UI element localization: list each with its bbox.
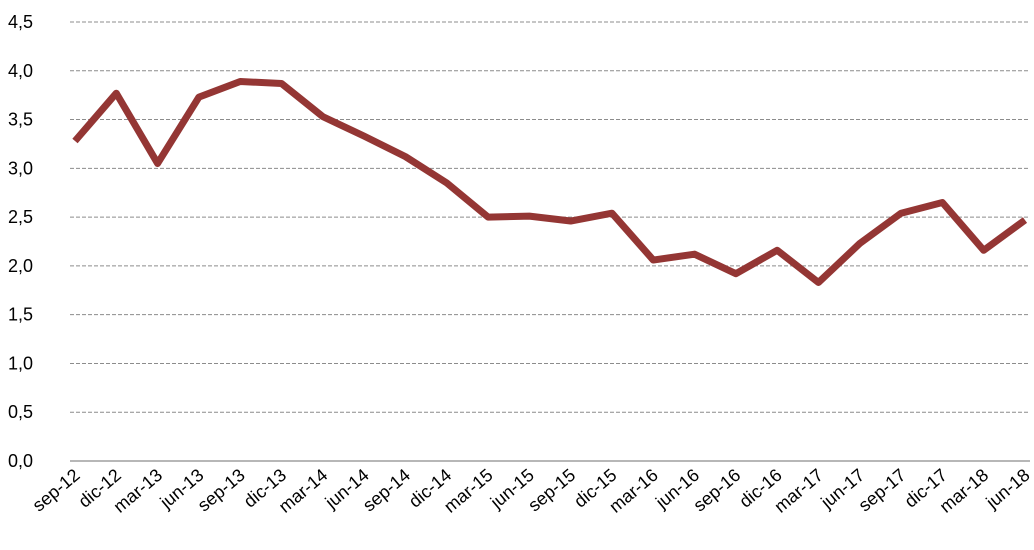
data-line	[72, 78, 1028, 286]
y-tick-label: 2,0	[8, 256, 33, 276]
x-tick-label: sep-13	[194, 465, 249, 516]
x-tick-label: sep-14	[359, 465, 414, 516]
y-tick-label: 3,5	[8, 110, 33, 130]
y-tick-label: 2,5	[8, 207, 33, 227]
y-tick-label: 0,0	[8, 451, 33, 471]
y-tick-label: 0,5	[8, 402, 33, 422]
x-tick-label: sep-16	[689, 465, 744, 516]
x-tick-label: sep-17	[855, 465, 910, 516]
y-tick-label: 1,5	[8, 305, 33, 325]
y-tick-label: 4,0	[8, 61, 33, 81]
y-tick-label: 1,0	[8, 353, 33, 373]
x-tick-label: jun-18	[982, 465, 1034, 513]
x-tick-label: sep-12	[29, 465, 84, 516]
x-tick-label: sep-15	[524, 465, 579, 516]
y-tick-label: 3,0	[8, 158, 33, 178]
y-tick-label: 4,5	[8, 12, 33, 32]
